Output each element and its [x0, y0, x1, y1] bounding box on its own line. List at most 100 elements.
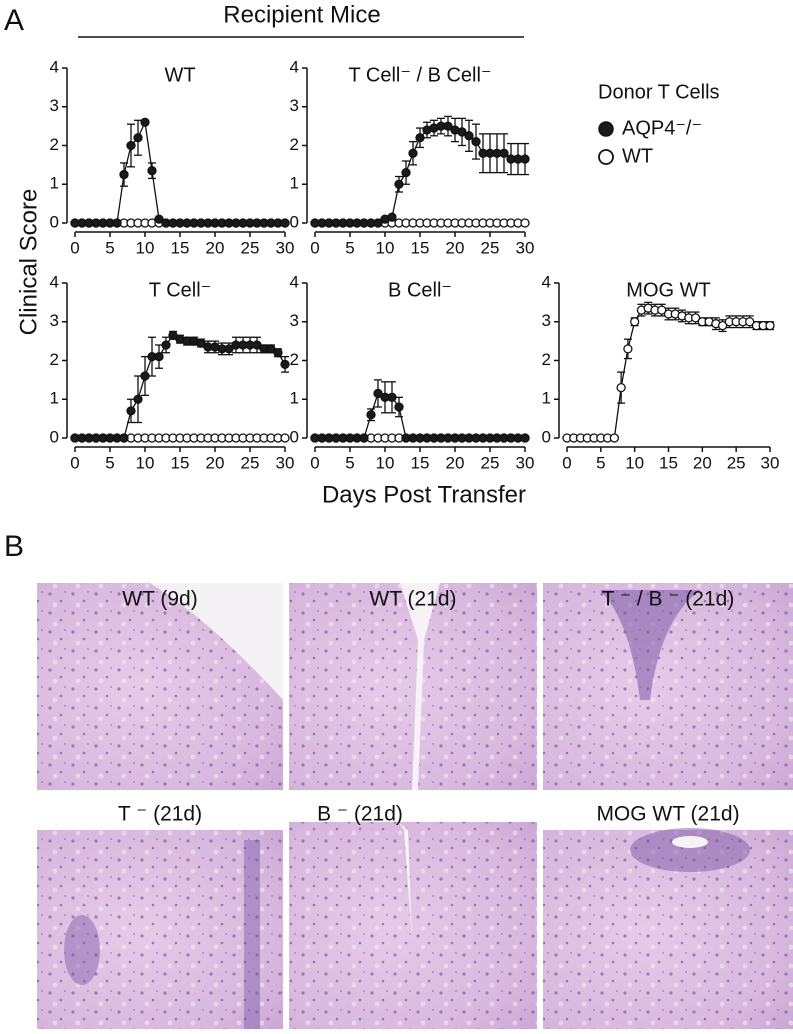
histology-fissure — [400, 583, 440, 790]
image-label: WT (9d) — [122, 588, 197, 611]
x-tick-label: 10 — [136, 238, 155, 257]
data-point — [280, 433, 290, 443]
x-tick-label: 30 — [516, 238, 535, 257]
y-tick-label: 4 — [542, 272, 551, 291]
x-tick-label: 20 — [446, 453, 465, 472]
x-tick-label: 10 — [625, 453, 644, 472]
y-tick-label: 0 — [50, 212, 59, 231]
legend-label: AQP4⁻/⁻ — [622, 117, 702, 139]
y-tick-label: 1 — [290, 389, 299, 408]
x-tick-label: 15 — [171, 238, 190, 257]
histology-infiltrate — [600, 590, 700, 700]
data-point — [273, 348, 283, 358]
data-point — [471, 136, 481, 147]
data-point — [280, 359, 290, 370]
data-point — [133, 394, 143, 404]
x-tick-label: 10 — [376, 453, 395, 472]
legend-title: Donor T Cells — [598, 81, 720, 103]
chart-title: MOG WT — [626, 279, 710, 301]
data-point — [520, 154, 530, 164]
data-point — [464, 131, 474, 141]
data-point — [373, 388, 383, 399]
data-point — [394, 402, 404, 412]
y-tick-label: 1 — [290, 174, 299, 193]
histology-infiltrate — [244, 840, 260, 1029]
x-tick-label: 15 — [659, 453, 678, 472]
panel-label: A — [4, 4, 24, 37]
data-point — [112, 218, 122, 228]
x-tick-label: 25 — [481, 453, 500, 472]
chart-title: T Cell⁻ / B Cell⁻ — [349, 64, 492, 86]
x-tick-label: 20 — [446, 238, 465, 257]
data-point — [133, 133, 143, 143]
data-point — [520, 433, 530, 443]
x-tick-label: 30 — [516, 453, 535, 472]
y-tick-label: 4 — [50, 57, 59, 76]
histology-panels — [37, 583, 793, 1029]
y-tick-label: 1 — [542, 389, 551, 408]
data-point — [140, 371, 150, 381]
x-tick-label: 20 — [206, 238, 225, 257]
data-point — [415, 133, 425, 143]
data-point — [690, 313, 701, 323]
x-tick-label: 0 — [310, 238, 319, 257]
image-label: MOG WT (21d) — [596, 803, 739, 826]
x-tick-label: 20 — [693, 453, 712, 472]
data-point — [443, 121, 453, 131]
x-tick-label: 15 — [411, 453, 430, 472]
histology-infiltrate — [64, 915, 100, 985]
data-point — [609, 433, 620, 443]
y-tick-label: 4 — [290, 57, 299, 76]
data-point — [359, 433, 369, 443]
data-point — [154, 351, 164, 362]
x-tick-label: 25 — [241, 238, 260, 257]
data-point — [280, 218, 290, 228]
y-tick-label: 1 — [50, 389, 59, 408]
y-tick-label: 3 — [290, 96, 299, 115]
image-label: WT (21d) — [369, 588, 456, 611]
data-point — [765, 320, 775, 331]
data-point — [457, 127, 467, 137]
series-line — [75, 119, 285, 224]
data-point — [630, 317, 640, 327]
series-line — [315, 392, 525, 439]
chart-title: T Cell⁻ — [149, 279, 211, 301]
x-tick-label: 0 — [70, 238, 79, 257]
histology-vessel — [672, 836, 708, 848]
x-tick-label: 30 — [276, 238, 295, 257]
data-point — [394, 179, 404, 189]
series-line — [75, 334, 286, 439]
y-axis-label: Clinical Score — [15, 189, 42, 336]
image-label: T ⁻ (21d) — [118, 803, 202, 826]
data-point — [168, 330, 178, 340]
data-point — [717, 320, 728, 331]
y-tick-label: 0 — [50, 427, 59, 446]
data-point — [657, 305, 667, 315]
data-point — [616, 382, 626, 393]
data-point — [196, 338, 206, 348]
data-point — [499, 148, 509, 158]
x-tick-label: 5 — [596, 453, 605, 472]
y-tick-label: 0 — [290, 212, 299, 231]
data-point — [373, 218, 383, 228]
legend-label: WT — [622, 145, 653, 167]
y-tick-label: 2 — [50, 135, 59, 154]
y-tick-label: 2 — [290, 350, 299, 369]
x-tick-label: 10 — [136, 453, 155, 472]
x-tick-label: 0 — [562, 453, 571, 472]
data-point — [401, 167, 411, 178]
histology-infiltrate — [630, 828, 750, 872]
x-tick-label: 30 — [276, 453, 295, 472]
x-tick-label: 20 — [206, 453, 225, 472]
data-point — [140, 117, 150, 127]
data-point — [224, 344, 234, 354]
y-tick-label: 3 — [50, 96, 59, 115]
x-tick-label: 0 — [70, 453, 79, 472]
histology-background — [150, 583, 283, 700]
x-tick-label: 5 — [345, 453, 354, 472]
x-axis-label: Days Post Transfer — [322, 481, 526, 508]
x-tick-label: 5 — [345, 238, 354, 257]
y-tick-label: 1 — [50, 174, 59, 193]
x-tick-label: 25 — [241, 453, 260, 472]
